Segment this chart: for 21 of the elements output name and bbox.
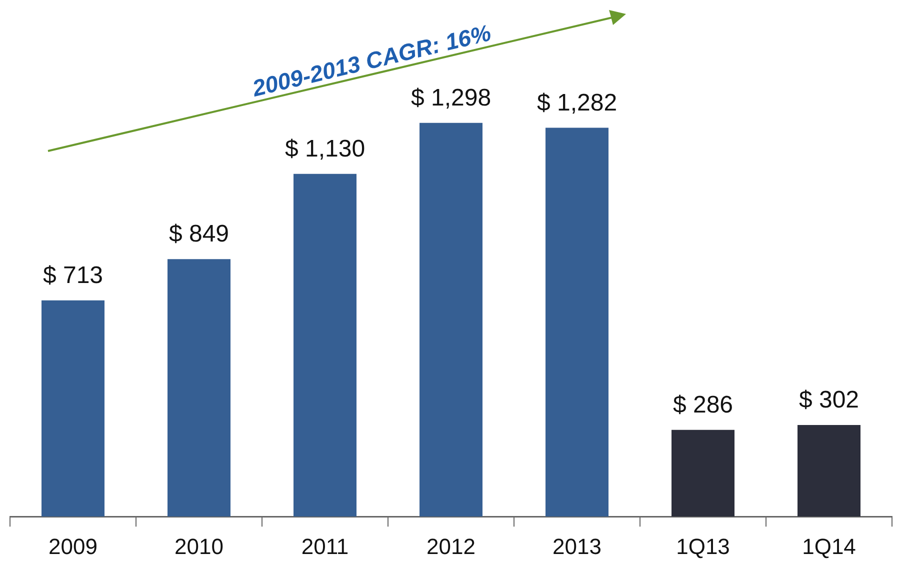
data-label: $ 302 — [798, 386, 860, 414]
bar — [42, 300, 104, 517]
data-label: $ 849 — [168, 220, 230, 248]
data-label: $ 1,282 — [536, 89, 618, 116]
x-tick-label: 2009 — [48, 534, 98, 559]
x-tick-label: 2011 — [301, 534, 349, 559]
x-tick-label: 2012 — [426, 534, 476, 559]
bar — [798, 425, 860, 517]
bar — [168, 259, 230, 517]
x-tick-label: 2010 — [174, 534, 224, 559]
data-label: $ 1,130 — [284, 136, 366, 163]
x-tick-label: 1Q13 — [676, 534, 730, 559]
x-tick-label: 2013 — [552, 534, 602, 559]
x-tick-label: 1Q14 — [802, 534, 856, 559]
bar — [294, 174, 356, 517]
data-label: $ 286 — [672, 391, 734, 418]
data-label: $ 1,298 — [410, 84, 492, 112]
bar — [672, 430, 734, 517]
bar — [420, 122, 482, 517]
bar — [546, 128, 608, 517]
data-label: $ 713 — [42, 262, 104, 289]
